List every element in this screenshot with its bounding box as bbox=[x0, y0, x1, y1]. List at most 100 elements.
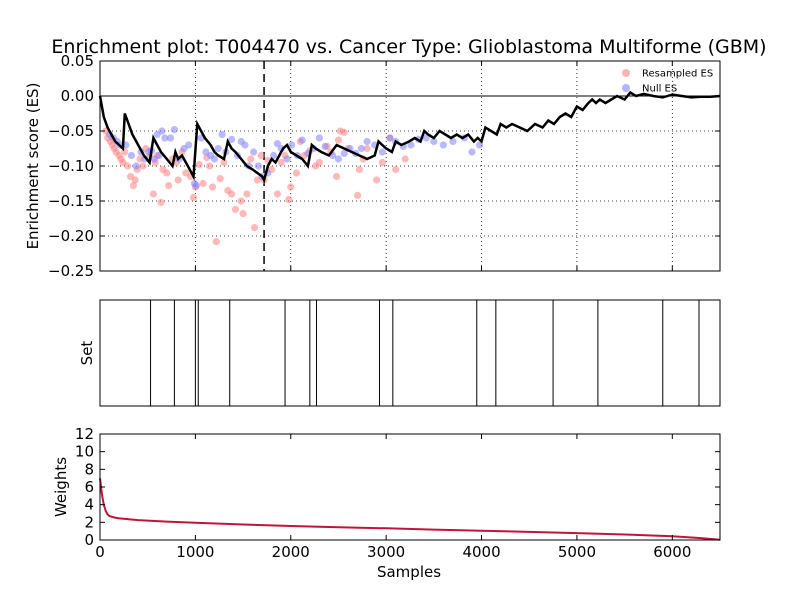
null-es-point bbox=[158, 127, 166, 135]
null-es-point bbox=[315, 134, 323, 142]
weights-x-tick-label: 2000 bbox=[272, 543, 310, 561]
weights-x-tick-label: 5000 bbox=[558, 543, 596, 561]
resampled-es-point bbox=[273, 190, 282, 198]
weights-x-tick-label: 0 bbox=[95, 543, 105, 561]
resampled-es-point bbox=[163, 169, 171, 177]
weights-y-tick-label: 4 bbox=[84, 496, 94, 514]
null-es-point bbox=[283, 155, 291, 163]
es-y-tick-label: 0.05 bbox=[61, 52, 94, 70]
set-member-lines bbox=[150, 300, 700, 406]
es-x-ticks bbox=[99, 61, 673, 271]
weights-y-tick-label: 12 bbox=[75, 425, 94, 443]
legend-null-label: Null ES bbox=[642, 84, 677, 95]
resampled-es-point bbox=[189, 193, 198, 202]
weights-x-tick-label: 6000 bbox=[653, 543, 691, 561]
resampled-es-point bbox=[332, 172, 341, 181]
null-es-point bbox=[228, 135, 236, 143]
resampled-es-point bbox=[277, 158, 285, 167]
null-es-point bbox=[363, 137, 371, 146]
resampled-es-point bbox=[287, 183, 295, 191]
resampled-es-point bbox=[157, 198, 165, 206]
es-y-tick-label: 0.00 bbox=[61, 87, 94, 105]
null-es-point bbox=[127, 151, 136, 160]
null-es-point bbox=[185, 141, 193, 149]
resampled-es-point bbox=[231, 205, 240, 213]
resampled-es-point bbox=[129, 182, 137, 190]
weights-y-tick-label: 10 bbox=[75, 443, 94, 461]
null-es-point bbox=[161, 134, 169, 142]
resampled-es-point bbox=[220, 158, 228, 167]
weights-x-axis-label: Samples bbox=[377, 563, 441, 581]
set-y-axis-label: Set bbox=[78, 341, 96, 366]
resampled-es-point bbox=[247, 155, 255, 163]
null-es-point bbox=[334, 155, 343, 163]
weights-y-axis-label: Weights bbox=[52, 457, 70, 517]
null-es-point bbox=[170, 126, 178, 134]
weights-y-tick-label: 6 bbox=[84, 478, 94, 496]
es-y-tick-label: −0.20 bbox=[48, 227, 94, 245]
null-es-point bbox=[192, 182, 200, 190]
set-panel: Set bbox=[78, 299, 721, 407]
null-es-point bbox=[439, 141, 447, 149]
resampled-es-point bbox=[373, 176, 381, 184]
weights-x-ticks: 0 1000 2000 3000 4000 5000 6000 bbox=[95, 434, 691, 561]
legend-resampled-label: Resampled ES bbox=[642, 69, 713, 80]
resampled-es-point bbox=[239, 210, 247, 218]
resampled-es-point bbox=[250, 224, 259, 232]
resampled-es-point bbox=[199, 179, 207, 188]
null-es-point bbox=[249, 148, 258, 156]
es-y-tick-label: −0.25 bbox=[48, 262, 94, 280]
resampled-es-point bbox=[139, 162, 147, 170]
weights-curve bbox=[99, 478, 721, 541]
es-y-axis-label: Enrichment score (ES) bbox=[24, 83, 42, 250]
es-y-tick-label: −0.05 bbox=[48, 122, 94, 140]
es-y-ticks: 0.05 0.00 −0.05 −0.10 −0.15 −0.20 −0.25 bbox=[48, 52, 720, 280]
null-es-point bbox=[422, 134, 430, 142]
weights-x-tick-label: 3000 bbox=[367, 543, 405, 561]
null-es-point bbox=[357, 144, 365, 153]
resampled-es-point bbox=[216, 175, 224, 183]
null-es-point bbox=[166, 134, 175, 142]
null-es-point bbox=[321, 142, 329, 150]
es-y-tick-label: −0.15 bbox=[48, 192, 94, 210]
es-y-tick-label: −0.10 bbox=[48, 157, 94, 175]
null-es-point bbox=[254, 162, 262, 170]
null-es-point bbox=[407, 141, 415, 149]
null-es-point bbox=[468, 148, 476, 156]
resampled-es-point bbox=[353, 191, 362, 199]
resampled-es-point bbox=[131, 176, 139, 184]
es-panel: 0.05 0.00 −0.05 −0.10 −0.15 −0.20 −0.25 Enrich… bbox=[24, 52, 721, 280]
resampled-es-point bbox=[355, 165, 364, 174]
resampled-es-point bbox=[401, 155, 409, 163]
null-es-point bbox=[476, 141, 484, 149]
resampled-es-point bbox=[243, 190, 251, 198]
legend-resampled-marker bbox=[622, 69, 630, 77]
resampled-es-point bbox=[124, 162, 132, 170]
null-es-point bbox=[378, 148, 386, 156]
es-curve bbox=[98, 90, 721, 184]
legend-null-marker bbox=[622, 84, 630, 92]
null-es-point bbox=[430, 137, 438, 146]
resampled-es-point bbox=[340, 128, 348, 136]
null-es-point bbox=[218, 130, 226, 139]
weights-x-tick-label: 4000 bbox=[462, 543, 500, 561]
resampled-es-point bbox=[174, 176, 182, 184]
chart-title: Enrichment plot: T004470 vs. Cancer Type… bbox=[51, 36, 766, 58]
null-es-point bbox=[340, 149, 348, 157]
null-es-point bbox=[241, 141, 249, 149]
weights-y-tick-label: 8 bbox=[84, 460, 94, 478]
resampled-es-point bbox=[285, 196, 293, 204]
weights-x-tick-label: 1000 bbox=[176, 543, 214, 561]
null-es-point bbox=[298, 136, 306, 144]
resampled-es-point bbox=[315, 158, 323, 167]
resampled-es-point bbox=[208, 183, 217, 191]
resampled-es-point bbox=[334, 136, 343, 144]
weights-y-tick-label: 0 bbox=[84, 531, 94, 549]
set-panel-frame bbox=[99, 299, 721, 407]
null-es-point bbox=[386, 134, 394, 142]
resampled-es-point bbox=[212, 238, 220, 246]
resampled-es-point bbox=[195, 161, 203, 169]
